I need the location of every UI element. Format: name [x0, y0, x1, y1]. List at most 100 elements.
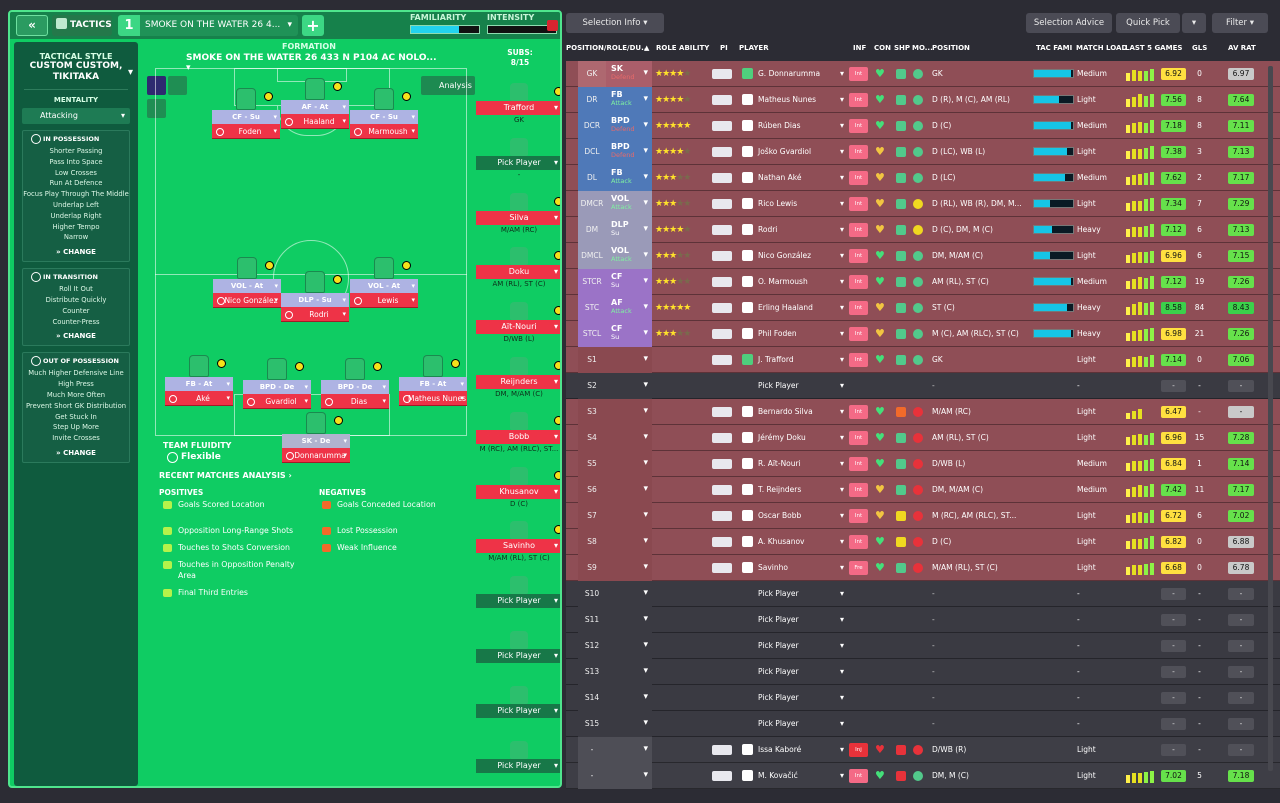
table-row[interactable]: S10 Pick Player - - - - -	[566, 581, 1280, 607]
role-duty-dropdown[interactable]	[606, 451, 652, 477]
player-name[interactable]: Bernardo Silva	[758, 399, 844, 425]
role-duty-dropdown[interactable]: CF Su	[606, 269, 652, 295]
table-row[interactable]: S9 Savinho Fre ♥ M/AM (RL), ST (C) Light 6.68 0…	[566, 555, 1280, 581]
card-view-icon[interactable]	[147, 99, 166, 118]
pitch-player[interactable]: AF - AtHaaland	[281, 78, 349, 130]
role-duty-dropdown[interactable]	[606, 737, 652, 763]
instruction-arrow-icon[interactable]	[402, 92, 411, 101]
column-header[interactable]: PI	[720, 44, 728, 52]
mentality-dropdown[interactable]: Attacking	[22, 108, 130, 124]
instruction-arrow-icon[interactable]	[334, 416, 343, 425]
sub-slot[interactable]: Pick Player	[476, 631, 560, 673]
instruction-arrow-icon[interactable]	[554, 306, 560, 316]
player-name[interactable]: Erling Haaland	[758, 295, 844, 321]
player-name[interactable]: Gvardiol	[243, 394, 311, 409]
player-name[interactable]: Jérémy Doku	[758, 425, 844, 451]
column-header[interactable]: CON	[874, 44, 891, 52]
column-header[interactable]: INF	[853, 44, 867, 52]
pick-player-dropdown[interactable]: Pick Player	[476, 155, 560, 170]
player-name[interactable]: T. Reijnders	[758, 477, 844, 503]
player-instructions-icon[interactable]	[712, 121, 732, 131]
pitch-player[interactable]: SK - DeDonnarumma	[282, 412, 350, 464]
instruction-arrow-icon[interactable]	[554, 196, 560, 206]
role-duty-dropdown[interactable]: FB Attack	[606, 165, 652, 191]
filter-dropdown[interactable]: Filter ▾	[1212, 13, 1268, 33]
player-role[interactable]: FB - At	[165, 377, 233, 391]
pitch-player[interactable]: BPD - DeDias	[321, 358, 389, 410]
table-row[interactable]: S11 Pick Player - - - - -	[566, 607, 1280, 633]
role-duty-dropdown[interactable]	[606, 373, 652, 399]
column-header[interactable]: MATCH LOAD	[1076, 44, 1128, 52]
player-name[interactable]: Joško Gvardiol	[758, 139, 844, 165]
player-name[interactable]: Rodri	[758, 217, 844, 243]
player-name[interactable]: Savinho	[758, 555, 844, 581]
pick-player-dropdown[interactable]: Pick Player	[758, 633, 844, 659]
instruction-arrow-icon[interactable]	[265, 261, 274, 270]
pick-player-dropdown[interactable]: Pick Player	[758, 581, 844, 607]
table-row[interactable]: S3 Bernardo Silva Int ♥ M/AM (RC) Light 6.47 - -	[566, 399, 1280, 425]
pick-player-dropdown[interactable]: Pick Player	[758, 711, 844, 737]
player-name[interactable]: M. Kovačić	[758, 763, 844, 789]
player-instructions-icon[interactable]	[712, 95, 732, 105]
role-duty-dropdown[interactable]: VOL Attack	[606, 191, 652, 217]
player-instructions-icon[interactable]	[712, 69, 732, 79]
player-instructions-icon[interactable]	[712, 225, 732, 235]
player-name[interactable]: Rodri	[281, 307, 349, 322]
sub-slot[interactable]: KhusanovD (C)	[476, 466, 560, 509]
pick-player-dropdown[interactable]: Pick Player	[758, 659, 844, 685]
pitch-player[interactable]: VOL - AtNico González	[213, 257, 281, 309]
sub-player-name[interactable]: Doku	[476, 265, 560, 280]
player-name[interactable]: Phil Foden	[758, 321, 844, 347]
role-duty-dropdown[interactable]	[606, 607, 652, 633]
pitch-player[interactable]: BPD - DeGvardiol	[243, 358, 311, 410]
pick-player-dropdown[interactable]: Pick Player	[758, 607, 844, 633]
player-name[interactable]: Nico González	[758, 243, 844, 269]
player-name[interactable]: Donnarumma	[282, 448, 350, 463]
instruction-arrow-icon[interactable]	[217, 359, 226, 368]
instruction-arrow-icon[interactable]	[373, 362, 382, 371]
player-instructions-icon[interactable]	[712, 459, 732, 469]
sub-slot[interactable]: Aït-NouriD/WB (L)	[476, 302, 560, 344]
pitch-player[interactable]: FB - AtAké	[165, 355, 233, 407]
selection-advice-button[interactable]: Selection Advice	[1026, 13, 1112, 33]
pitch-player[interactable]: CF - SuMarmoush	[350, 88, 418, 140]
close-icon[interactable]	[547, 20, 558, 31]
player-role[interactable]: AF - At	[281, 100, 349, 114]
change-button[interactable]: » CHANGE	[56, 248, 96, 257]
quick-pick-button[interactable]: Quick Pick	[1116, 13, 1180, 33]
player-instructions-icon[interactable]	[712, 511, 732, 521]
collapse-button[interactable]: «	[16, 15, 48, 36]
role-duty-dropdown[interactable]: DLP Su	[606, 217, 652, 243]
player-role[interactable]: CF - Su	[350, 110, 418, 124]
role-duty-dropdown[interactable]: AF Attack	[606, 295, 652, 321]
pitch-player[interactable]: FB - AtMatheus Nunes	[399, 355, 467, 407]
info-view-icon[interactable]	[147, 76, 166, 95]
instruction-arrow-icon[interactable]	[333, 82, 342, 91]
pick-player-dropdown[interactable]: Pick Player	[758, 373, 844, 399]
player-name[interactable]: Haaland	[281, 114, 349, 129]
table-row[interactable]: S4 Jérémy Doku Int ♥ AM (RL), ST (C) Light 6.9…	[566, 425, 1280, 451]
quick-pick-chevron-icon[interactable]: ▾	[1182, 13, 1206, 33]
role-duty-dropdown[interactable]: BPD Defend	[606, 139, 652, 165]
player-instructions-icon[interactable]	[712, 563, 732, 573]
pick-player-dropdown[interactable]: Pick Player	[476, 758, 560, 773]
change-button[interactable]: » CHANGE	[56, 332, 96, 341]
player-role[interactable]: FB - At	[399, 377, 467, 391]
player-name[interactable]: Foden	[212, 124, 280, 139]
pitch-player[interactable]: CF - SuFoden	[212, 88, 280, 140]
player-instructions-icon[interactable]	[712, 745, 732, 755]
player-instructions-icon[interactable]	[712, 433, 732, 443]
instruction-arrow-icon[interactable]	[554, 470, 560, 480]
sub-slot[interactable]: SilvaM/AM (RC)	[476, 192, 560, 235]
column-header[interactable]: LAST 5 GAMES	[1125, 44, 1183, 52]
player-name[interactable]: Matheus Nunes	[758, 87, 844, 113]
recent-matches-analysis-link[interactable]: RECENT MATCHES ANALYSIS ›	[159, 471, 292, 480]
player-name[interactable]: G. Donnarumma	[758, 61, 844, 87]
bar-chart-view-icon[interactable]	[168, 76, 187, 95]
instruction-arrow-icon[interactable]	[333, 275, 342, 284]
